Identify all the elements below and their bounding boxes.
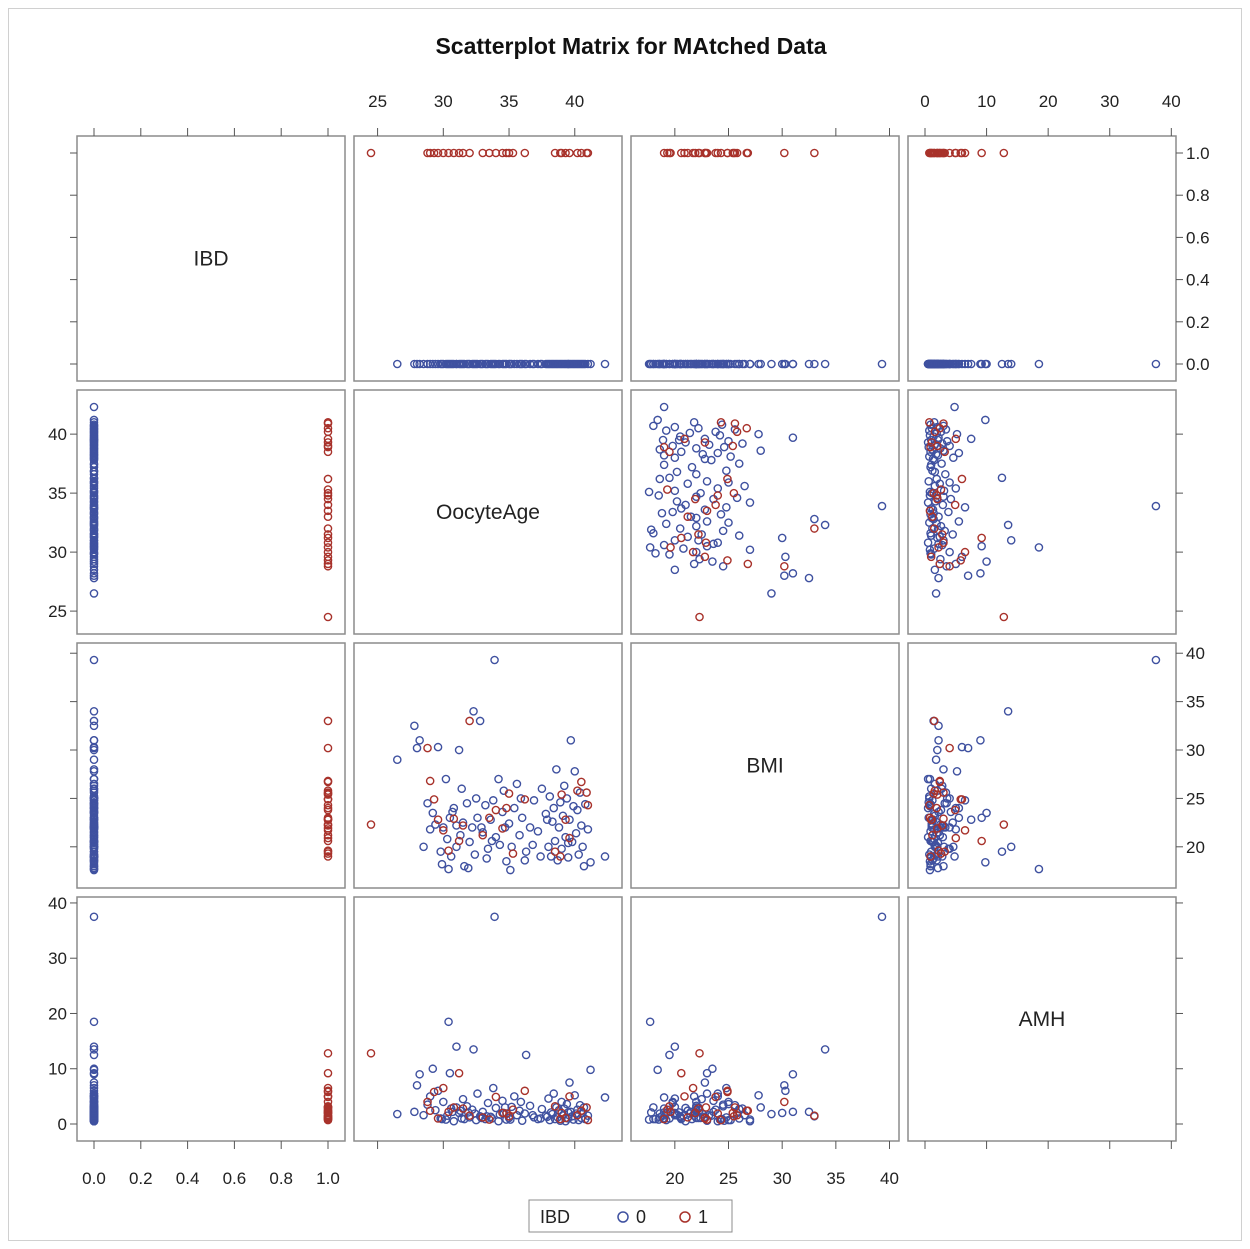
cell-ibd-vs-amh (908, 136, 1176, 381)
legend-label-0: 0 (636, 1207, 646, 1227)
diagonal-label-amh: AMH (1019, 1008, 1066, 1031)
y-tick-label-amh: 0 (58, 1115, 67, 1134)
x-tick-label-ibd: 1.0 (316, 1169, 340, 1188)
matrix-cells: IBD OocyteAge BMI AMH (77, 136, 1176, 1141)
cell-amh-vs-ibd (77, 897, 345, 1141)
x-tick-label-amh: 10 (977, 92, 996, 111)
y-tick-label-amh: 20 (48, 1004, 67, 1023)
x-tick-label-ibd: 0.6 (223, 1169, 247, 1188)
x-tick-label-bmi: 40 (880, 1169, 899, 1188)
cell-bmi-vs-ibd (77, 643, 345, 888)
x-tick-label-ibd: 0.2 (129, 1169, 153, 1188)
x-tick-label-ibd: 0.0 (82, 1169, 106, 1188)
y-tick-label-ibd: 0.4 (1186, 271, 1210, 290)
x-tick-label-bmi: 35 (826, 1169, 845, 1188)
cell-ibd-vs-oocyteage (354, 136, 622, 381)
cell-oocyteage-vs-ibd (77, 390, 345, 634)
x-tick-label-bmi: 25 (719, 1169, 738, 1188)
x-tick-label-oocyteage: 25 (368, 92, 387, 111)
y-tick-label-bmi: 40 (1186, 644, 1205, 663)
y-tick-label-ibd: 1.0 (1186, 144, 1210, 163)
x-tick-label-amh: 20 (1039, 92, 1058, 111)
diagonal-label-bmi: BMI (746, 755, 783, 778)
x-tick-label-bmi: 30 (773, 1169, 792, 1188)
y-tick-label-ibd: 0.2 (1186, 313, 1210, 332)
y-tick-label-oocyteage: 35 (48, 484, 67, 503)
x-tick-label-amh: 0 (920, 92, 929, 111)
legend: IBD 0 1 (529, 1200, 732, 1232)
x-tick-label-ibd: 0.8 (269, 1169, 293, 1188)
x-tick-label-ibd: 0.4 (176, 1169, 200, 1188)
x-tick-label-bmi: 20 (665, 1169, 684, 1188)
legend-label-1: 1 (698, 1207, 708, 1227)
y-tick-label-amh: 10 (48, 1060, 67, 1079)
diagonal-label-oocyteage: OocyteAge (436, 501, 540, 524)
diagonal-label-ibd: IBD (193, 248, 228, 271)
y-tick-label-bmi: 30 (1186, 741, 1205, 760)
y-tick-label-ibd: 0.8 (1186, 186, 1210, 205)
y-tick-label-oocyteage: 30 (48, 543, 67, 562)
x-tick-label-oocyteage: 40 (565, 92, 584, 111)
y-tick-label-ibd: 0.0 (1186, 355, 1210, 374)
x-tick-label-amh: 30 (1100, 92, 1119, 111)
y-tick-label-oocyteage: 40 (48, 425, 67, 444)
y-tick-label-bmi: 35 (1186, 693, 1205, 712)
y-tick-label-bmi: 25 (1186, 789, 1205, 808)
x-tick-label-amh: 40 (1162, 92, 1181, 111)
y-tick-label-ibd: 0.6 (1186, 228, 1210, 247)
x-tick-label-oocyteage: 35 (500, 92, 519, 111)
legend-title: IBD (540, 1207, 570, 1227)
cell-bmi-vs-oocyteage (354, 643, 622, 888)
cell-ibd-vs-bmi (631, 136, 899, 381)
y-tick-label-amh: 40 (48, 894, 67, 913)
chart-title: Scatterplot Matrix for MAtched Data (435, 33, 826, 59)
y-tick-label-bmi: 20 (1186, 838, 1205, 857)
y-tick-label-oocyteage: 25 (48, 602, 67, 621)
x-tick-label-oocyteage: 30 (434, 92, 453, 111)
y-tick-label-amh: 30 (48, 949, 67, 968)
